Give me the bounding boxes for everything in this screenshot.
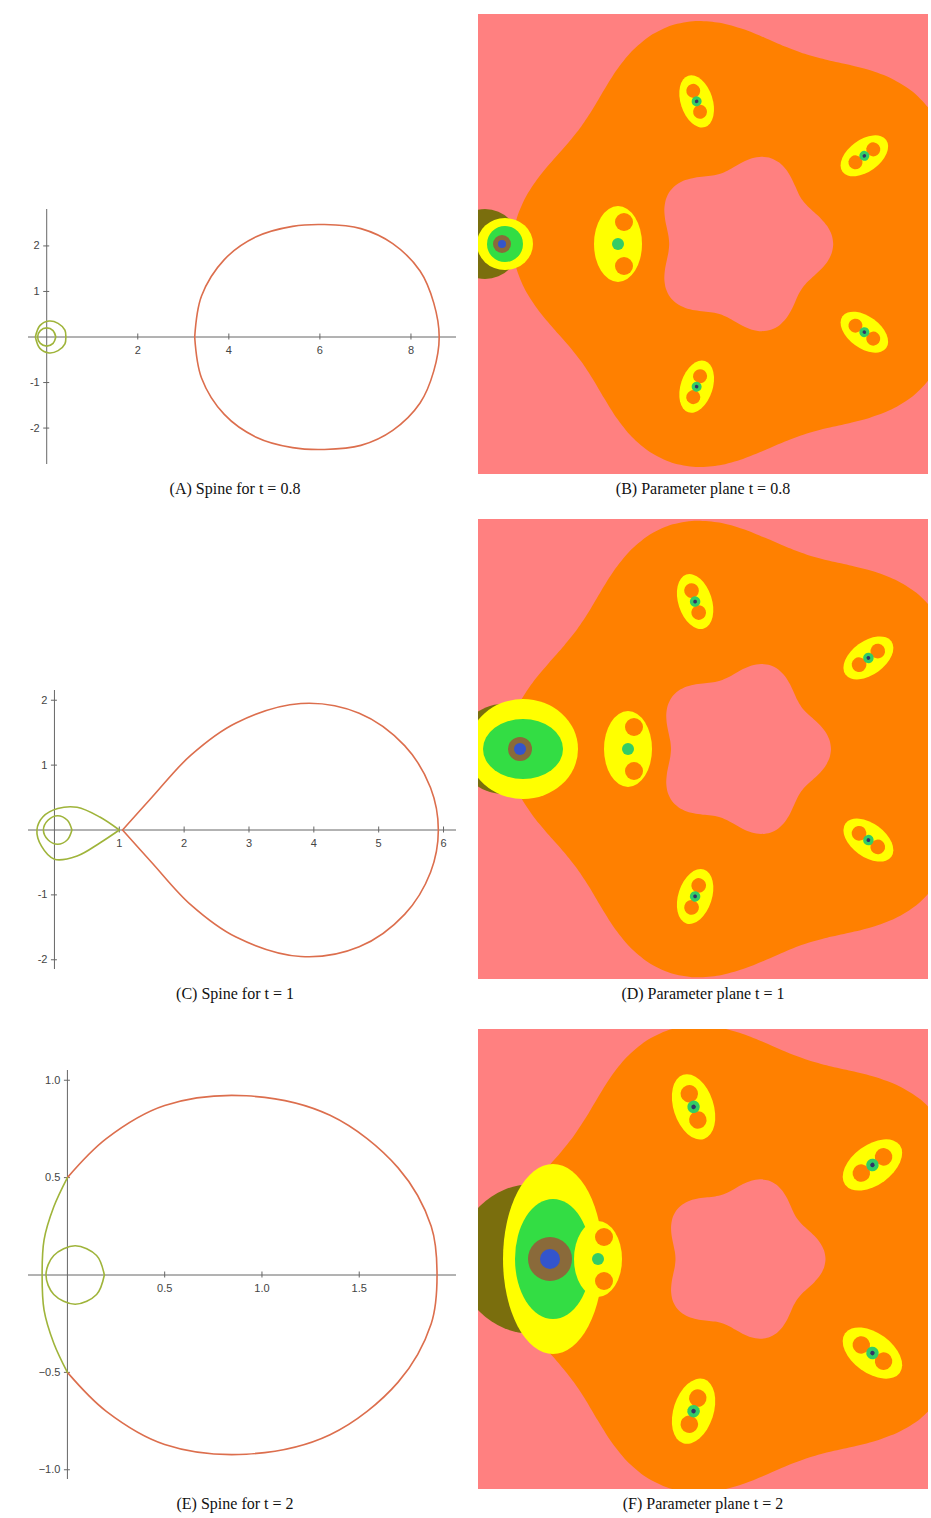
svg-text:-1: -1 <box>37 888 47 900</box>
html-text:(E) Spine for t = 2: (E) Spine for t = 2 <box>176 1495 294 1512</box>
svg-text:-1: -1 <box>29 376 39 388</box>
svg-text:0.5: 0.5 <box>45 1171 60 1183</box>
svg-text:2: 2 <box>181 837 187 849</box>
svg-text:6: 6 <box>440 837 446 849</box>
svg-text:2: 2 <box>41 694 47 706</box>
svg-text:−0.5: −0.5 <box>38 1366 60 1378</box>
svg-text:1: 1 <box>33 285 39 297</box>
svg-text:1: 1 <box>41 759 47 771</box>
svg-text:−1.0: −1.0 <box>38 1463 60 1475</box>
svg-text:1.0: 1.0 <box>45 1074 60 1086</box>
svg-text:-2: -2 <box>37 953 47 965</box>
svg-text:4: 4 <box>225 344 231 356</box>
svg-text:2: 2 <box>134 344 140 356</box>
html-text:(D) Parameter plane t = 1: (D) Parameter plane t = 1 <box>621 985 785 1002</box>
svg-text:5: 5 <box>375 837 381 849</box>
svg-text:6: 6 <box>316 344 322 356</box>
svg-text:-2: -2 <box>29 422 39 434</box>
html-text:(A) Spine for t = 0.8: (A) Spine for t = 0.8 <box>169 480 301 497</box>
svg-text:1.5: 1.5 <box>351 1282 366 1294</box>
html-text:(B) Parameter plane t = 0.8: (B) Parameter plane t = 0.8 <box>615 480 791 497</box>
html-text:(C) Spine for t = 1: (C) Spine for t = 1 <box>176 985 294 1002</box>
svg-text:3: 3 <box>245 837 251 849</box>
html-text:(F) Parameter plane t = 2: (F) Parameter plane t = 2 <box>622 1495 784 1512</box>
svg-text:2: 2 <box>33 239 39 251</box>
svg-text:4: 4 <box>310 837 316 849</box>
svg-text:8: 8 <box>407 344 413 356</box>
svg-text:1.0: 1.0 <box>254 1282 269 1294</box>
svg-text:1: 1 <box>116 837 122 849</box>
svg-text:0.5: 0.5 <box>157 1282 172 1294</box>
